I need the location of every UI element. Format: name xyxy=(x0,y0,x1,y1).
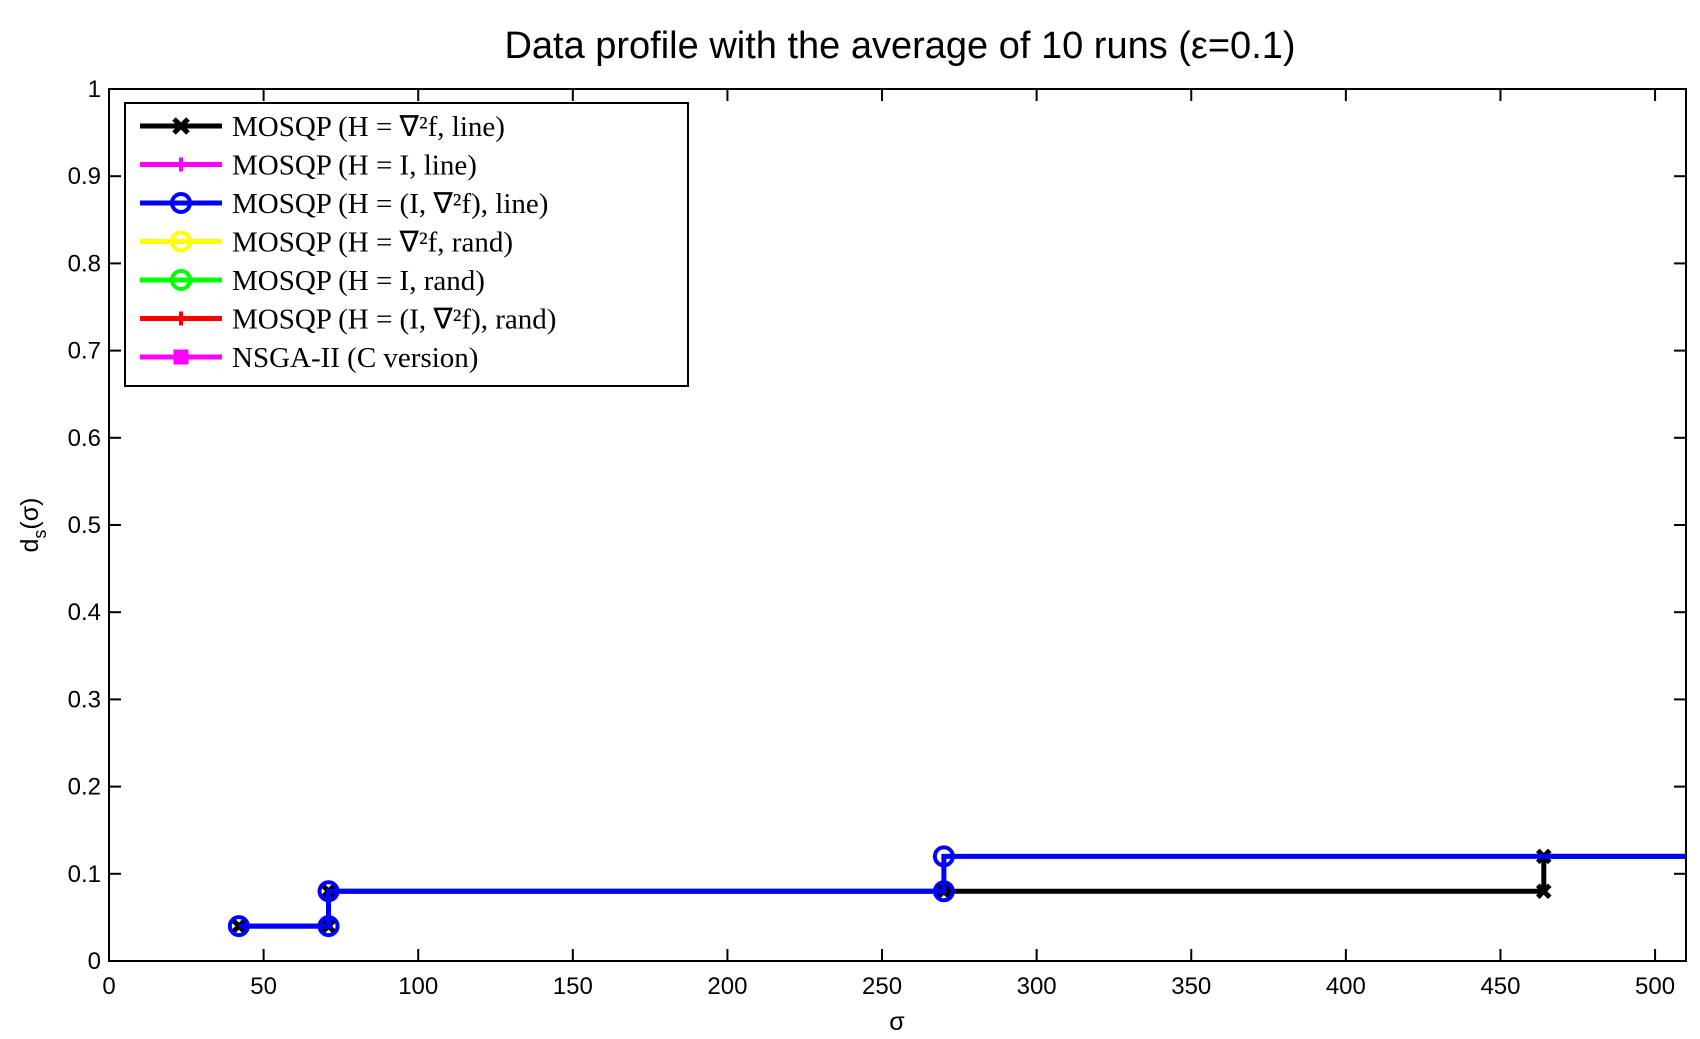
x-tick-label: 450 xyxy=(1480,973,1520,1000)
y-tick-label: 0.5 xyxy=(68,512,101,539)
y-tick-label: 1 xyxy=(88,76,101,103)
legend-swatch-marker xyxy=(170,230,192,253)
x-tick-label: 200 xyxy=(707,973,747,1000)
data-point xyxy=(317,915,340,938)
legend-entry: MOSQP (H = (I, ∇²f), line) xyxy=(140,188,548,220)
data-point xyxy=(932,845,955,868)
legend-swatch-marker xyxy=(172,117,190,135)
legend-label: MOSQP (H = I, rand) xyxy=(232,265,485,297)
y-tick-label: 0.2 xyxy=(68,774,101,801)
x-axis-label: σ xyxy=(889,1008,905,1036)
legend-entry: MOSQP (H = I, rand) xyxy=(140,265,485,297)
legend: MOSQP (H = ∇²f, line) MOSQP (H = I, line)… xyxy=(124,102,689,387)
y-tick-label: 0.4 xyxy=(68,599,101,626)
legend-swatch-marker xyxy=(170,269,192,291)
series-line xyxy=(238,853,1686,929)
legend-label: MOSQP (H = I, line) xyxy=(232,150,477,182)
legend-entry: MOSQP (H = (I, ∇²f), rand) xyxy=(140,304,556,336)
x-tick-label: 100 xyxy=(398,973,438,1000)
y-tick-label: 0.8 xyxy=(68,250,101,277)
series-2 xyxy=(227,845,1686,938)
x-axis: 0 50 100 150 200 250 300 350 400 450 500 xyxy=(102,89,1675,1000)
y-axis: 0 0.1 0.2 0.3 0.4 0.5 0.6 0.7 0.8 0.9 1 xyxy=(68,76,1686,975)
legend-label: NSGA-II (C version) xyxy=(232,342,478,374)
data-point xyxy=(231,918,247,934)
y-tick-label: 0 xyxy=(88,948,101,975)
y-tick-label: 0.9 xyxy=(68,163,101,190)
data-point xyxy=(932,880,955,903)
y-tick-label: 0.6 xyxy=(68,425,101,452)
legend-swatch-marker xyxy=(170,192,192,214)
y-axis-label-group: ds(σ) xyxy=(16,498,50,553)
legend-swatch-marker xyxy=(173,349,189,365)
legend-entry: MOSQP (H = ∇²f, rand) xyxy=(140,227,513,259)
legend-label: MOSQP (H = (I, ∇²f), line) xyxy=(232,188,548,220)
legend-label: MOSQP (H = ∇²f, rand) xyxy=(232,227,513,259)
data-point xyxy=(227,915,250,938)
y-axis-label-arg: (σ) xyxy=(16,498,44,530)
x-tick-label: 350 xyxy=(1171,973,1211,1000)
x-tick-label: 0 xyxy=(102,973,115,1000)
legend-label: MOSQP (H = ∇²f, line) xyxy=(232,111,505,143)
y-tick-label: 0.7 xyxy=(68,338,101,365)
legend-swatch-marker xyxy=(174,157,188,172)
y-tick-label: 0.3 xyxy=(68,686,101,713)
x-tick-label: 400 xyxy=(1326,973,1366,1000)
legend-box xyxy=(124,102,689,387)
legend-swatch-marker xyxy=(174,311,188,326)
y-axis-label-base: d xyxy=(16,539,44,553)
x-tick-label: 50 xyxy=(250,973,277,1000)
y-axis-label: ds(σ) xyxy=(16,498,50,553)
y-tick-label: 0.1 xyxy=(68,861,101,888)
legend-entry: MOSQP (H = ∇²f, line) xyxy=(140,111,505,143)
legend-entry: MOSQP (H = I, line) xyxy=(140,150,477,182)
legend-entry: NSGA-II (C version) xyxy=(140,342,478,374)
x-tick-label: 300 xyxy=(1017,973,1057,1000)
x-tick-label: 500 xyxy=(1635,973,1675,1000)
y-axis-label-subscript: s xyxy=(30,530,50,539)
legend-label: MOSQP (H = (I, ∇²f), rand) xyxy=(232,304,556,336)
series-layer xyxy=(227,845,1686,938)
chart-title: Data profile with the average of 10 runs… xyxy=(504,25,1295,67)
data-point xyxy=(1535,883,1552,900)
x-tick-label: 250 xyxy=(862,973,902,1000)
data-point xyxy=(317,880,340,903)
x-tick-label: 150 xyxy=(553,973,593,1000)
